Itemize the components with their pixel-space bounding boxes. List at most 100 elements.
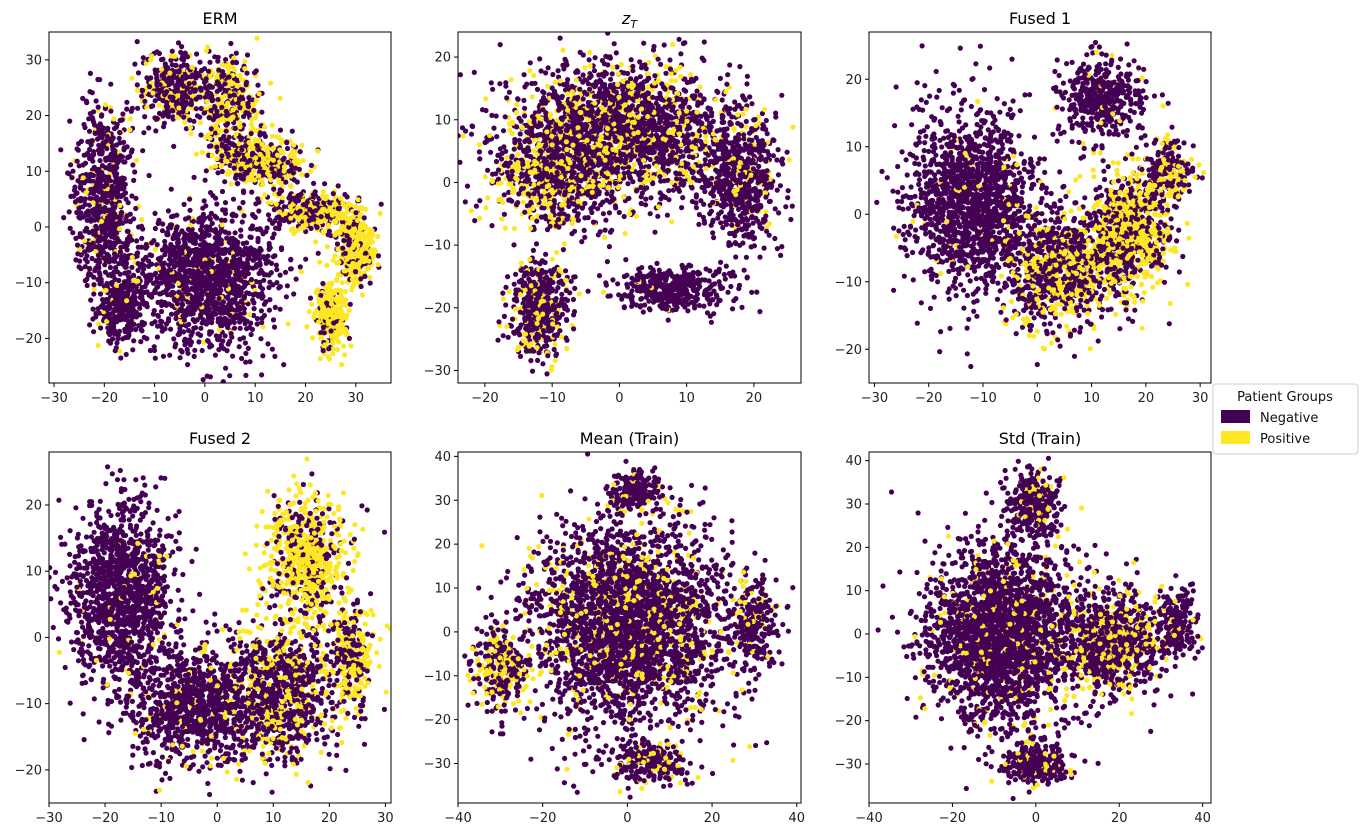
point-negative [259,319,265,326]
point-negative [314,224,320,230]
point-positive [129,75,135,81]
point-positive [362,206,369,212]
point-negative [234,251,240,257]
point-negative [199,347,205,354]
point-positive [351,281,357,288]
point-negative [174,81,180,88]
point-positive [236,141,242,147]
point-negative [87,70,93,76]
point-negative [183,126,189,132]
point-negative [131,338,137,344]
point-negative [115,176,121,182]
point-negative [231,264,237,270]
point-negative [174,271,180,277]
point-positive [331,201,337,207]
point-negative [104,182,110,188]
point-negative [103,138,109,144]
point-negative [271,207,277,213]
point-positive [564,345,570,352]
point-negative [324,301,330,307]
point-negative [91,212,97,218]
point-negative [113,163,119,169]
point-negative [245,104,251,110]
point-negative [223,108,229,114]
point-negative [107,315,113,321]
point-negative [311,180,317,186]
point-negative [91,282,97,288]
point-positive [279,195,286,201]
point-negative [252,248,258,254]
point-negative [187,342,193,348]
point-negative [320,324,327,330]
point-positive [355,197,361,203]
point-negative [129,322,135,328]
point-negative [160,56,166,62]
point-positive [334,212,340,218]
point-negative [149,252,155,259]
point-positive [324,244,330,250]
point-positive [291,231,297,237]
point-negative [223,138,229,144]
point-negative [120,292,126,298]
point-negative [222,200,229,206]
point-negative [233,50,239,56]
point-negative [277,272,283,278]
point-positive [260,162,266,168]
point-negative [162,326,168,332]
point-negative [225,121,231,127]
point-negative [65,170,71,176]
point-negative [277,306,283,312]
point-positive [669,219,675,225]
point-positive [352,226,358,232]
point-negative [149,321,155,327]
point-negative [78,266,84,272]
point-negative [94,182,100,188]
point-positive [214,156,220,162]
point-positive [104,318,110,324]
point-negative [223,128,229,134]
point-positive [263,146,269,152]
point-negative [87,246,93,253]
point-negative [300,202,307,208]
point-negative [116,158,122,164]
point-negative [160,353,167,359]
point-positive [277,209,283,215]
point-negative [129,264,135,270]
x-tick-label: −20 [91,391,118,406]
point-negative [328,328,334,334]
point-positive [360,231,366,237]
point-negative [221,319,227,325]
point-negative [81,152,87,158]
point-negative [186,269,192,275]
point-positive [288,184,294,190]
point-negative [217,287,223,294]
point-negative [125,228,131,234]
point-negative [240,87,246,93]
point-negative [256,208,262,214]
point-positive [290,226,296,232]
point-negative [117,288,123,294]
point-negative [464,183,471,189]
point-negative [257,169,263,175]
point-negative [153,70,159,76]
point-negative [130,162,136,168]
point-negative [190,256,197,262]
point-negative [93,310,99,317]
point-positive [134,87,141,93]
point-negative [228,235,234,242]
point-negative [231,92,237,98]
point-negative [271,170,277,176]
point-negative [90,306,96,312]
point-negative [202,266,208,272]
point-negative [101,174,108,180]
point-positive [188,131,194,137]
point-negative [106,338,112,344]
point-negative [326,346,332,352]
point-positive [358,212,364,218]
point-negative [346,335,352,341]
point-negative [143,254,149,260]
point-positive [344,256,350,262]
point-negative [84,282,90,289]
point-positive [375,233,381,240]
point-negative [129,193,135,199]
